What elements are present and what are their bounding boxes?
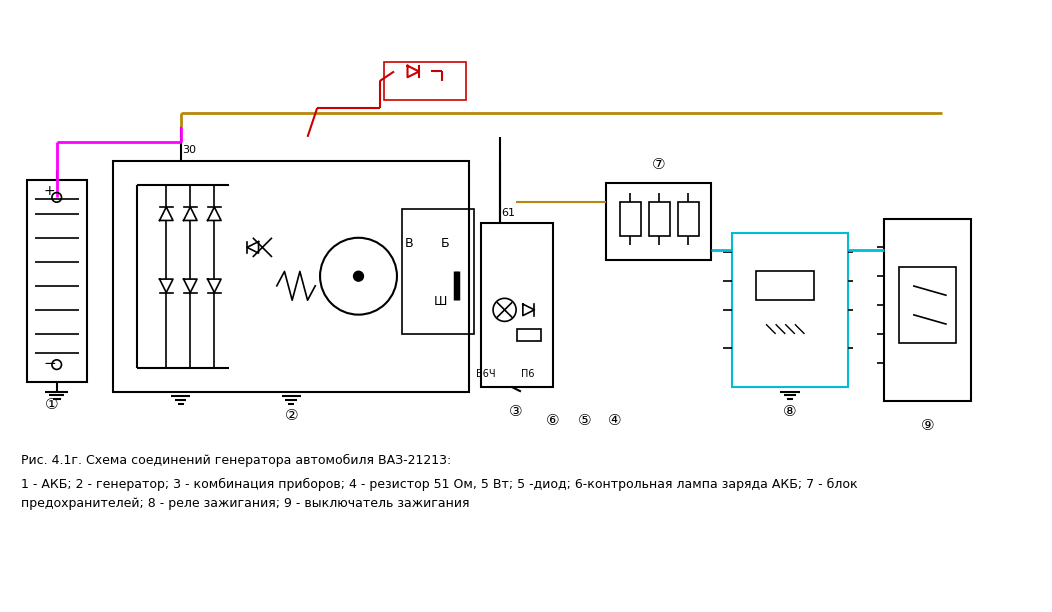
Text: предохранителей; 8 - реле зажигания; 9 - выключатель зажигания: предохранителей; 8 - реле зажигания; 9 -… <box>21 498 469 510</box>
Text: В: В <box>405 237 413 250</box>
Text: Б6Ч: Б6Ч <box>476 369 495 379</box>
Bar <box>885 218 971 401</box>
Text: ②: ② <box>284 408 298 424</box>
Text: ⑧: ⑧ <box>784 403 796 419</box>
Bar <box>27 180 86 382</box>
Text: 1 - АКБ; 2 - генератор; 3 - комбинация приборов; 4 - резистор 51 Ом, 5 Вт; 5 -ди: 1 - АКБ; 2 - генератор; 3 - комбинация п… <box>21 478 857 491</box>
Text: ④: ④ <box>608 413 622 428</box>
Bar <box>898 267 956 343</box>
Text: Ш: Ш <box>433 295 447 308</box>
Text: +: + <box>43 184 55 198</box>
Bar <box>384 62 466 100</box>
Text: П6: П6 <box>521 369 534 379</box>
Text: Рис. 4.1г. Схема соединений генератора автомобиля ВАЗ-21213:: Рис. 4.1г. Схема соединений генератора а… <box>21 454 451 467</box>
Bar <box>114 161 469 392</box>
Circle shape <box>353 271 363 281</box>
Bar <box>756 271 814 300</box>
Text: Б: Б <box>441 237 449 250</box>
Bar <box>732 233 848 387</box>
Bar <box>402 209 473 334</box>
Text: ①: ① <box>45 397 59 412</box>
Bar <box>677 202 699 236</box>
Bar <box>481 223 552 387</box>
Bar <box>649 202 670 236</box>
Bar <box>606 183 711 260</box>
Bar <box>620 202 641 236</box>
Text: 61: 61 <box>502 207 515 218</box>
Text: ③: ③ <box>509 403 523 419</box>
Text: −: − <box>43 356 56 370</box>
Text: ⑨: ⑨ <box>920 418 934 433</box>
Bar <box>518 329 541 341</box>
Text: ⑤: ⑤ <box>578 413 591 428</box>
Text: ⑥: ⑥ <box>546 413 560 428</box>
Text: 30: 30 <box>183 145 197 155</box>
Text: ⑦: ⑦ <box>651 157 665 171</box>
